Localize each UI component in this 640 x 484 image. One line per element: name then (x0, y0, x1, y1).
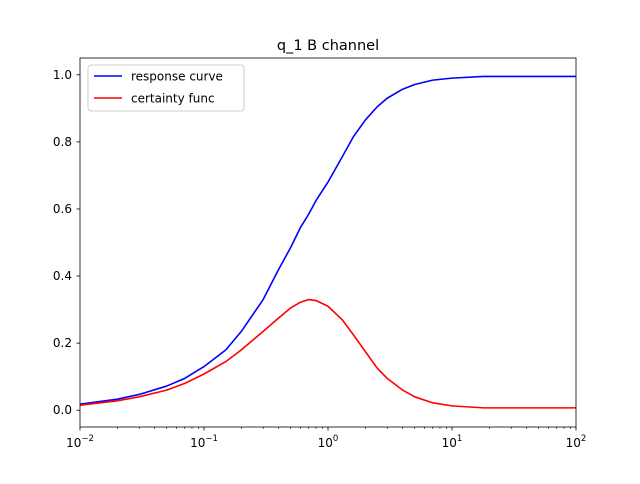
axes-frame (79, 57, 577, 428)
y-tick-label: 0.4 (53, 269, 72, 283)
x-tick-label: 100 (318, 434, 339, 450)
y-tick-label: 0.2 (53, 336, 72, 350)
chart-title: q_1 B channel (277, 38, 379, 54)
x-tick-label: 102 (566, 434, 587, 450)
x-tick-label: 10−2 (66, 434, 94, 450)
y-tick-label: 0.6 (53, 202, 72, 216)
legend-box (87, 64, 245, 112)
series-line-response-curve (80, 75, 576, 405)
x-tick-label: 101 (442, 434, 463, 450)
x-tick-label: 10−1 (190, 434, 218, 450)
series-line-certainty-func (80, 298, 576, 409)
plot-layer (80, 75, 576, 409)
y-tick-label: 1.0 (53, 68, 72, 82)
y-tick-label: 0.0 (53, 403, 72, 417)
legend-label: certainty func (131, 92, 215, 106)
legend: response curve certainty func (87, 64, 245, 112)
axes-layer: 10−2 10−1 100 101 102 0.0 0.2 0.4 0.6 0.8 1.0 (53, 57, 587, 450)
y-tick-label: 0.8 (53, 135, 72, 149)
legend-label: response curve (131, 70, 223, 84)
